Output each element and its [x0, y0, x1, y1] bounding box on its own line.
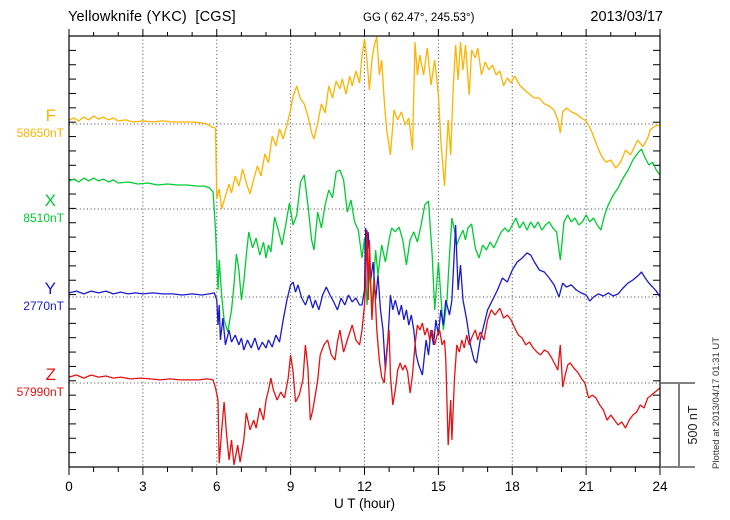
scale-bar-label: 500 nT: [686, 405, 700, 444]
page-title: Yellowknife (YKC) [CGS]: [68, 9, 236, 25]
series-baseline-Z: 57990nT: [16, 385, 64, 399]
series-baseline-F: 58650nT: [16, 126, 64, 140]
series-baseline-Y: 2770nT: [23, 299, 64, 313]
svg-text:12: 12: [357, 479, 372, 494]
svg-text:6: 6: [213, 479, 221, 494]
trace-F: [69, 36, 660, 210]
trace-Z: [69, 229, 660, 466]
series-letter-F: F: [45, 106, 56, 125]
trace-X: [69, 148, 660, 333]
station-coordinates: GG ( 62.47°, 245.53°): [363, 12, 475, 24]
svg-text:21: 21: [579, 479, 594, 494]
x-axis-title: U T (hour): [334, 496, 395, 511]
svg-text:15: 15: [431, 479, 446, 494]
svg-text:24: 24: [652, 479, 668, 494]
axis-ticks: [68, 29, 661, 475]
svg-text:3: 3: [139, 479, 147, 494]
series-letter-Z: Z: [45, 365, 56, 384]
plot-frame: [68, 35, 661, 468]
scale-bar: [661, 382, 695, 468]
svg-text:9: 9: [287, 479, 295, 494]
svg-text:0: 0: [65, 479, 73, 494]
plotted-at-note: Plotted at 2013/04/17 01:31 UT: [711, 337, 722, 469]
x-axis-labels: 0 3 6 9 12 15 18 21 24 U T (hour): [65, 479, 668, 511]
series-letter-X: X: [44, 191, 56, 210]
date-label: 2013/03/17: [590, 9, 663, 25]
svg-text:18: 18: [505, 479, 520, 494]
series-letter-Y: Y: [44, 279, 56, 298]
series-baseline-X: 8510nT: [23, 211, 64, 225]
